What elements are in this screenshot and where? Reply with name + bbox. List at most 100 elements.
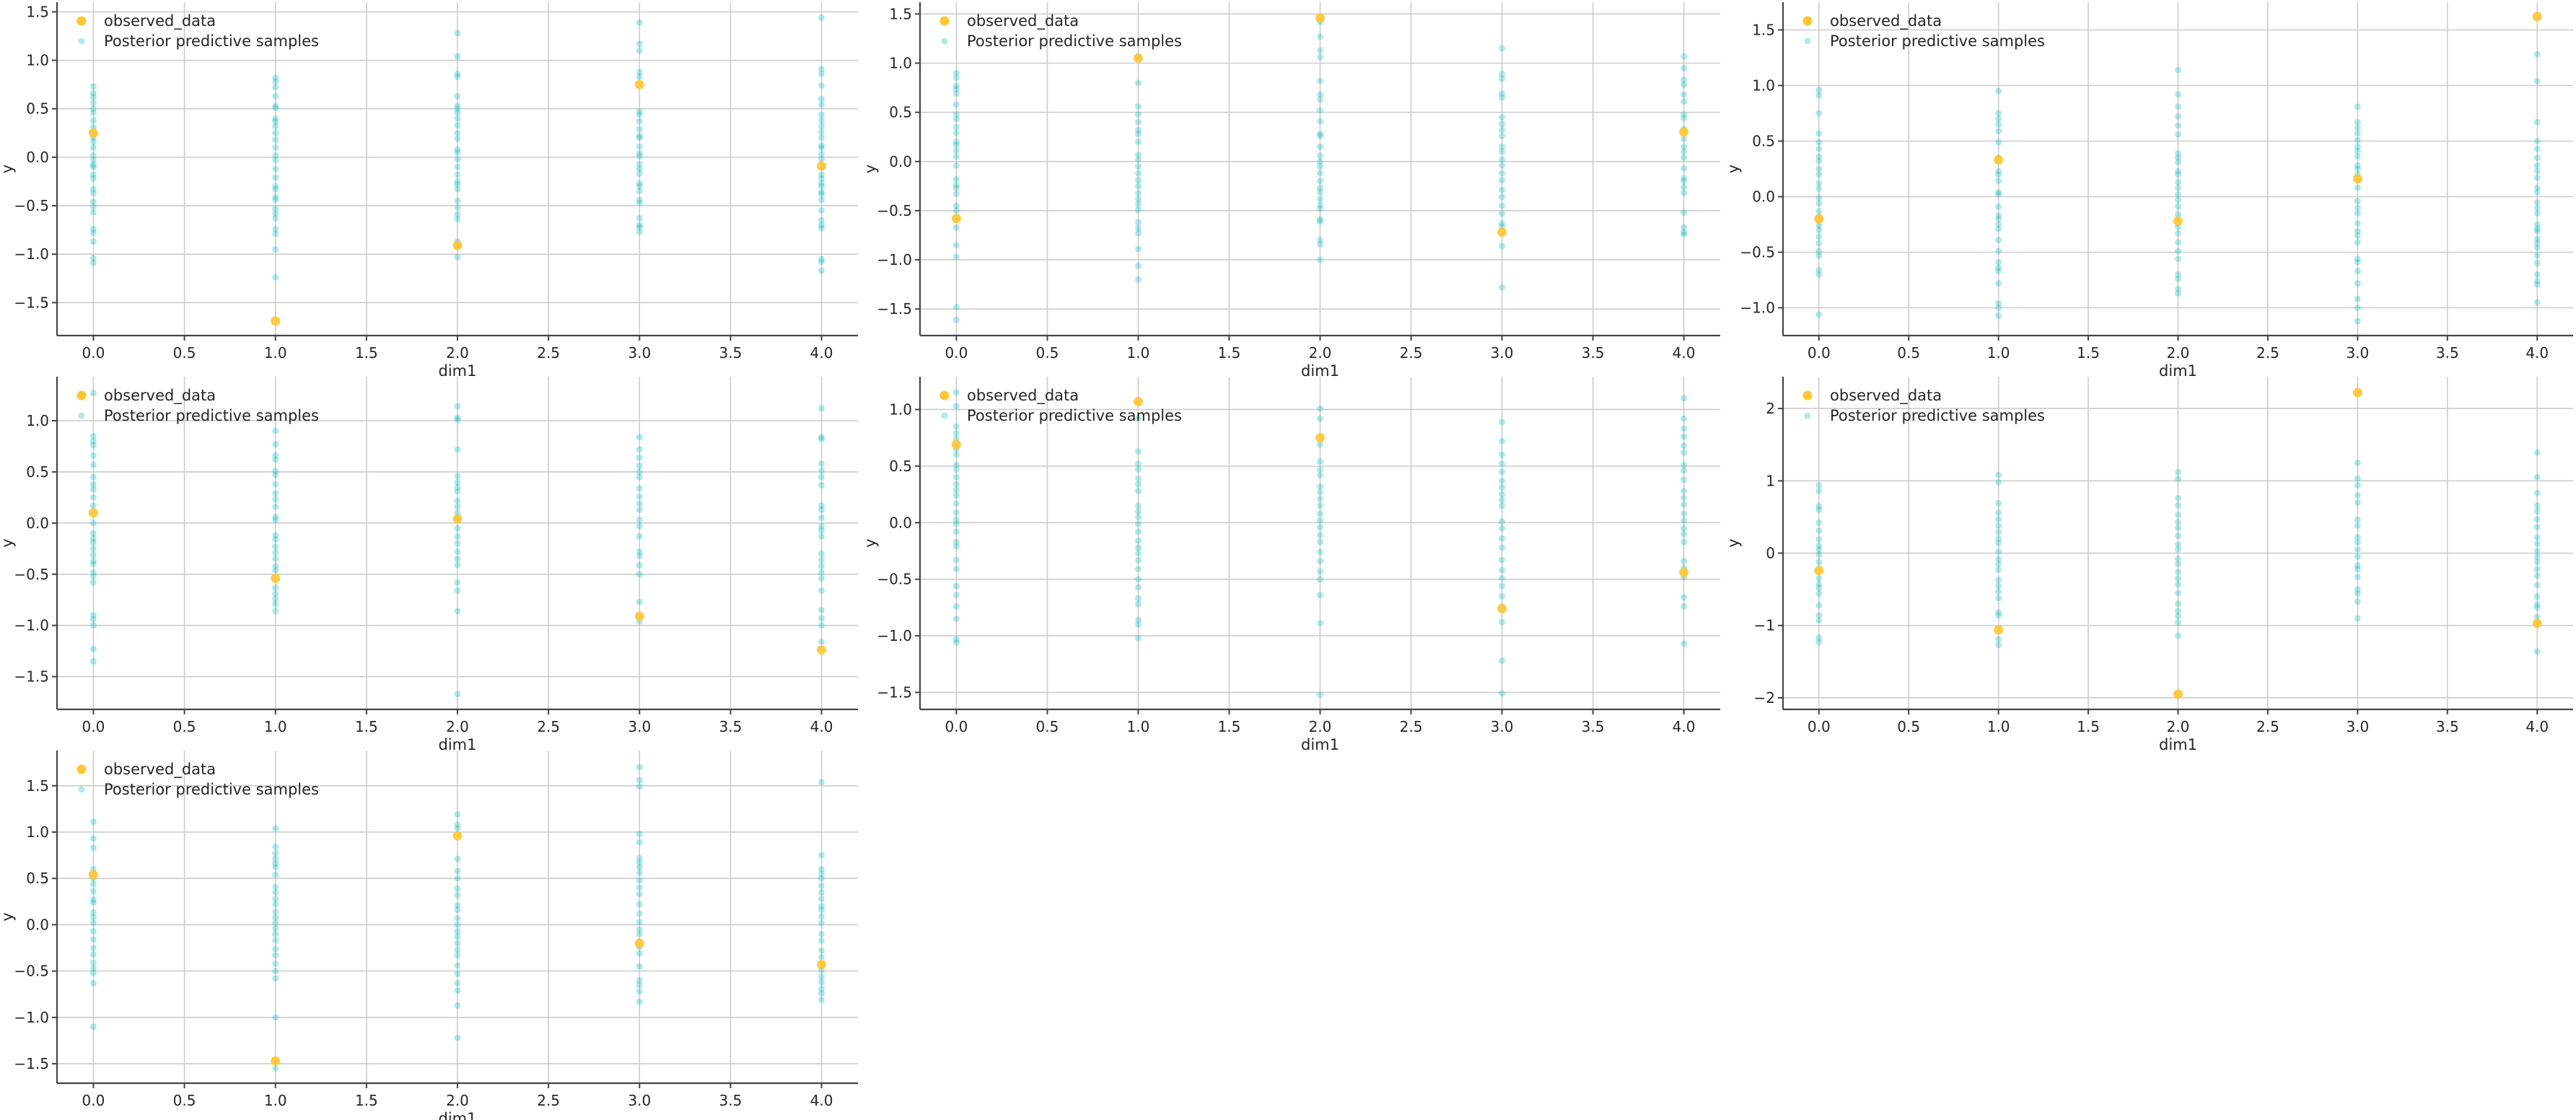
observed-data-point [1315,13,1325,23]
x-tick-label: 3.5 [719,344,742,362]
posterior-sample-point [636,118,643,125]
y-tick-label: −1.5 [877,300,912,318]
observed-data-point [1814,214,1824,224]
posterior-sample-point [1499,518,1506,525]
posterior-sample-point [89,520,97,527]
posterior-sample-point [89,89,97,97]
posterior-sample-point [1995,499,2002,507]
y-tick-label: 0.5 [1752,133,1775,150]
x-tick-label: 1.0 [1127,718,1150,735]
posterior-sample-point [1134,634,1142,642]
observed-data-point [634,611,644,621]
posterior-sample-point [2354,562,2361,569]
posterior-sample-point [2354,586,2361,593]
subplot-3: 0.0 0.5 1.0 1.5 2.0 2.5 3.0 3.5 4.0 −1.0 −0.5 0.0 0.… [1725,2,2573,380]
posterior-sample-point [2175,613,2181,620]
posterior-sample-point [1681,558,1688,565]
posterior-sample-point [2533,281,2541,288]
posterior-sample-point [2175,289,2181,297]
posterior-sample-point [1815,208,1823,215]
posterior-sample-point [1815,575,1823,582]
posterior-sample-point [1499,121,1506,128]
posterior-sample-point [1681,433,1688,440]
posterior-sample-point [818,180,825,187]
posterior-sample-point [636,126,643,133]
x-tick-label: 3.0 [628,1092,651,1109]
posterior-sample-point [1995,595,2002,602]
x-tick-label: 3.5 [1582,718,1605,735]
posterior-sample-point [454,211,461,218]
posterior-sample-point [89,979,97,986]
posterior-sample-point [1134,102,1142,110]
posterior-sample-point [636,571,643,578]
posterior-sample-point [89,225,97,232]
posterior-sample-point [818,937,825,944]
posterior-sample-point [1134,616,1142,624]
posterior-sample-point [2533,572,2541,579]
posterior-sample-point [1317,107,1323,114]
y-tick-label: 1.5 [1752,22,1775,39]
posterior-sample-point [2533,613,2541,621]
posterior-sample-point [89,203,97,210]
x-tick-label: 1.0 [264,718,287,735]
posterior-sample-point [89,545,97,552]
posterior-sample-point [272,914,279,921]
posterior-sample-point [89,238,97,245]
posterior-sample-point [1681,395,1688,402]
y-tick-label: 0.0 [889,514,912,531]
legend-label-posterior: Posterior predictive samples [104,32,319,50]
posterior-sample-point [636,454,643,461]
posterior-sample-point [2175,167,2181,175]
posterior-sample-point [1317,538,1323,546]
posterior-sample-point [952,147,960,154]
posterior-sample-point [1995,225,2002,232]
posterior-sample-point [1815,200,1823,207]
posterior-sample-point [2533,601,2541,608]
posterior-sample-point [454,940,461,947]
posterior-sample-point [1134,595,1142,602]
posterior-sample-point [818,506,825,513]
posterior-sample-point [272,490,279,497]
posterior-sample-point [818,979,825,986]
posterior-sample-point [454,970,461,977]
legend-marker-posterior [1804,38,1811,45]
posterior-sample-point [2175,103,2181,110]
posterior-sample-point [1995,237,2002,244]
posterior-sample-point [89,612,97,619]
posterior-sample-point [1134,131,1142,138]
legend-label-posterior: Posterior predictive samples [1830,32,2045,50]
posterior-sample-point [89,539,97,546]
posterior-sample-point [454,1002,461,1009]
posterior-sample-point [89,969,97,976]
posterior-sample-point [1317,163,1323,170]
x-tick-label: 2.0 [446,718,469,735]
posterior-sample-point [1317,458,1323,465]
legend-label-observed: observed_data [104,761,216,779]
posterior-sample-point [1815,157,1823,165]
posterior-sample-point [818,906,825,914]
posterior-sample-point [2354,459,2361,466]
posterior-sample-point [636,69,643,76]
posterior-sample-point [2533,489,2541,496]
posterior-sample-point [454,933,461,940]
posterior-sample-point [454,608,461,615]
posterior-sample-point [89,1023,97,1031]
posterior-sample-point [89,899,97,906]
x-tick-label: 4.0 [810,718,833,735]
x-axis-label: dim1 [2159,736,2197,753]
posterior-sample-point [272,115,279,122]
posterior-sample-point [89,622,97,629]
posterior-sample-point [952,101,960,108]
posterior-sample-point [1499,113,1506,121]
legend-marker-observed [1802,16,1813,26]
posterior-sample-point [272,864,279,871]
x-tick-label: 2.0 [1309,718,1332,735]
posterior-sample-point [952,466,960,473]
posterior-sample-point [1681,224,1688,231]
posterior-sample-point [1815,194,1823,201]
posterior-sample-point [89,535,97,542]
posterior-sample-point [272,1014,279,1021]
posterior-sample-point [1499,618,1506,626]
posterior-sample-point [636,134,643,141]
posterior-sample-point [1995,215,2002,222]
